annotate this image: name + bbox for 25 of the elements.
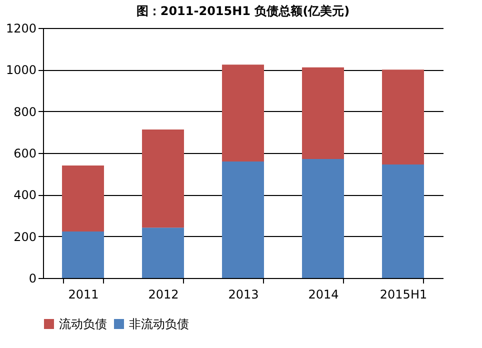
y-tick-label: 400 xyxy=(14,188,36,202)
x-tick-label: 2011 xyxy=(68,288,99,302)
y-tick-label: 800 xyxy=(14,104,36,119)
bar xyxy=(382,70,424,164)
chart-title: 图：2011-2015H1 负债总额(亿美元) xyxy=(136,4,350,18)
bar xyxy=(62,166,104,232)
bar xyxy=(302,67,344,160)
legend-label: 流动负债 xyxy=(59,317,107,331)
bar xyxy=(142,228,184,278)
bar xyxy=(222,162,264,278)
y-tick-label: 1000 xyxy=(6,63,36,78)
y-tick-label: 1200 xyxy=(6,22,36,36)
bar xyxy=(222,64,264,162)
y-tick-label: 600 xyxy=(14,146,36,160)
bar xyxy=(382,164,424,278)
bar xyxy=(302,159,344,278)
x-tick-label: 2012 xyxy=(148,288,179,302)
bar xyxy=(62,232,104,278)
x-tick-label: 2013 xyxy=(228,288,259,302)
y-tick-label: 200 xyxy=(14,230,36,244)
x-tick-label: 2015H1 xyxy=(380,288,428,302)
x-tick-label: 2014 xyxy=(308,288,339,302)
legend-label: 非流动负债 xyxy=(129,317,189,331)
y-tick-label: 0 xyxy=(28,272,36,286)
bar xyxy=(142,129,184,228)
